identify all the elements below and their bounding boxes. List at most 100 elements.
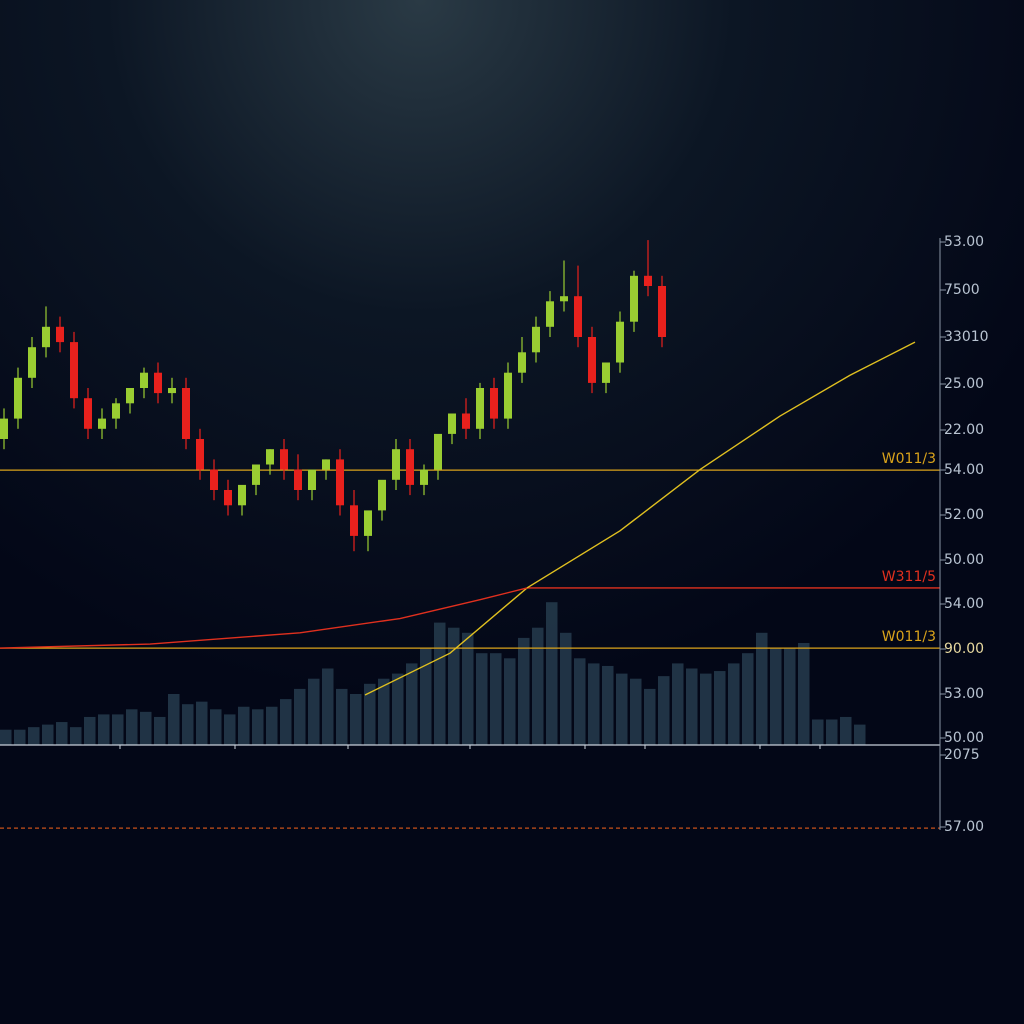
level-label: W011/3 — [882, 451, 936, 467]
candle-body — [98, 418, 106, 429]
volume-bar — [532, 627, 544, 745]
volume-bar — [308, 678, 320, 745]
volume-bar — [700, 673, 712, 745]
volume-bar — [140, 711, 152, 745]
candle-body — [546, 301, 554, 327]
y-axis-label: 57.00 — [944, 819, 984, 835]
candle-body — [504, 372, 512, 419]
y-axis-label: 7500 — [944, 282, 980, 298]
candle-body — [574, 296, 582, 337]
volume-bar — [560, 632, 572, 745]
volume-bar — [672, 663, 684, 745]
volume-bar — [462, 632, 474, 745]
candle-body — [364, 510, 372, 536]
candle-body — [532, 326, 540, 353]
candle-body — [392, 449, 400, 480]
y-axis-label: 53.00 — [944, 686, 984, 702]
candle-body — [616, 321, 624, 363]
candle-body — [602, 362, 610, 383]
candle-body — [224, 490, 232, 506]
candle-body — [350, 505, 358, 536]
volume-bar — [196, 701, 208, 745]
candle-body — [448, 413, 456, 434]
candle-body — [560, 296, 568, 302]
volume-bar — [0, 729, 12, 745]
volume-bar — [616, 673, 628, 745]
volume-bar — [826, 719, 838, 745]
volume-bar — [784, 648, 796, 745]
candle-body — [0, 418, 8, 439]
candle-body — [280, 449, 288, 470]
candle-body — [140, 372, 148, 388]
trend-curve — [364, 341, 916, 696]
volume-bar — [392, 673, 404, 745]
volume-bar — [378, 678, 390, 745]
volume-bar — [336, 688, 348, 745]
volume-bar — [182, 704, 194, 745]
candle-body — [378, 479, 386, 511]
candle-body — [266, 449, 274, 465]
volume-bar — [490, 653, 502, 745]
level-label: W311/5 — [882, 569, 936, 585]
y-axis-label: 90.00 — [944, 641, 984, 657]
volume-bar — [728, 663, 740, 745]
volume-bar — [518, 637, 530, 745]
volume-bar — [154, 716, 166, 745]
candle-body — [238, 484, 246, 506]
volume-bar — [546, 602, 558, 745]
y-axis-label: 2075 — [944, 747, 980, 763]
candle-body — [154, 372, 162, 394]
volume-bar — [266, 706, 278, 745]
candle-body — [336, 459, 344, 506]
volume-bar — [434, 622, 446, 745]
candle-body — [476, 388, 484, 429]
volume-bar — [112, 714, 124, 745]
volume-bar — [70, 727, 82, 745]
candle-body — [322, 459, 330, 470]
candle-body — [42, 326, 50, 348]
candle-body — [210, 469, 218, 490]
candle-body — [56, 326, 64, 343]
volume-bar — [56, 722, 68, 745]
y-axis-label: 54.00 — [944, 462, 984, 478]
y-axis-label: 54.00 — [944, 596, 984, 612]
volume-bar — [756, 632, 768, 745]
level-label: W011/3 — [882, 629, 936, 645]
volume-bar — [28, 727, 40, 745]
volume-bar — [126, 709, 138, 745]
volume-bar — [14, 729, 26, 745]
candle-body — [112, 403, 120, 419]
y-axis-label: 25.00 — [944, 376, 984, 392]
volume-bar — [644, 688, 656, 745]
y-axis-label: 50.00 — [944, 552, 984, 568]
candle-body — [252, 464, 260, 485]
volume-bar — [588, 663, 600, 745]
trend-curve — [0, 587, 528, 649]
volume-bar — [714, 671, 726, 745]
candle-body — [182, 388, 190, 439]
candle-body — [434, 433, 442, 470]
candle-body — [70, 342, 78, 399]
volume-bar — [448, 627, 460, 745]
volume-bar — [798, 643, 810, 745]
volume-bar — [574, 658, 586, 745]
candle-body — [490, 388, 498, 419]
volume-bar — [42, 724, 54, 745]
volume-bar — [420, 648, 432, 745]
candle-body — [168, 388, 176, 394]
candle-body — [588, 337, 596, 383]
volume-bar — [812, 719, 824, 745]
volume-bar — [322, 668, 334, 745]
volume-bar — [350, 694, 362, 745]
volume-bar — [630, 678, 642, 745]
candle-body — [462, 413, 470, 429]
candle-body — [420, 469, 428, 485]
volume-bar — [168, 694, 180, 745]
volume-bar — [252, 709, 264, 745]
volume-bar — [602, 665, 614, 745]
candle-body — [630, 275, 638, 322]
volume-bar — [84, 716, 96, 745]
